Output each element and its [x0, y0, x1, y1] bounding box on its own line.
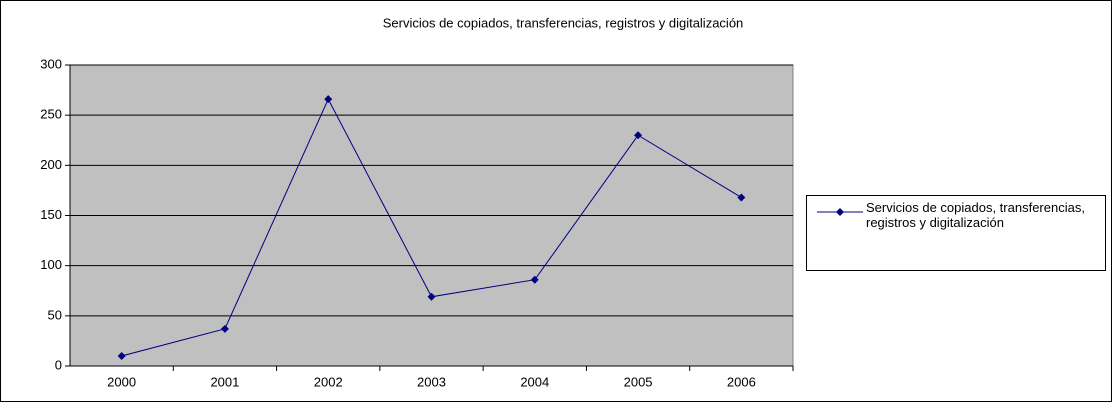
data-point — [427, 292, 436, 301]
x-tick-label: 2006 — [727, 374, 756, 389]
legend-label: Servicios de copiados, transferencias, r… — [866, 200, 1085, 230]
data-point — [737, 193, 746, 202]
x-tick-label: 2005 — [624, 374, 653, 389]
legend-key — [817, 208, 863, 216]
data-point — [634, 131, 643, 140]
data-point — [117, 351, 126, 360]
y-tick-label: 250 — [40, 107, 62, 122]
x-tick-label: 2002 — [314, 374, 343, 389]
y-tick-label: 300 — [40, 56, 62, 71]
y-tick-label: 0 — [55, 357, 62, 372]
legend-marker — [836, 208, 844, 216]
y-tick-label: 200 — [40, 157, 62, 172]
x-tick-label: 2000 — [107, 374, 136, 389]
y-tick-label: 50 — [48, 307, 62, 322]
x-tick-label: 2004 — [520, 374, 549, 389]
chart-title: Servicios de copiados, transferencias, r… — [383, 15, 744, 30]
data-point — [530, 275, 539, 284]
y-tick-label: 100 — [40, 257, 62, 272]
data-point — [220, 324, 229, 333]
x-tick-label: 2003 — [417, 374, 446, 389]
x-tick-label: 2001 — [210, 374, 239, 389]
legend: Servicios de copiados, transferencias, r… — [806, 195, 1106, 271]
y-tick-label: 150 — [40, 207, 62, 222]
data-point — [324, 95, 333, 104]
